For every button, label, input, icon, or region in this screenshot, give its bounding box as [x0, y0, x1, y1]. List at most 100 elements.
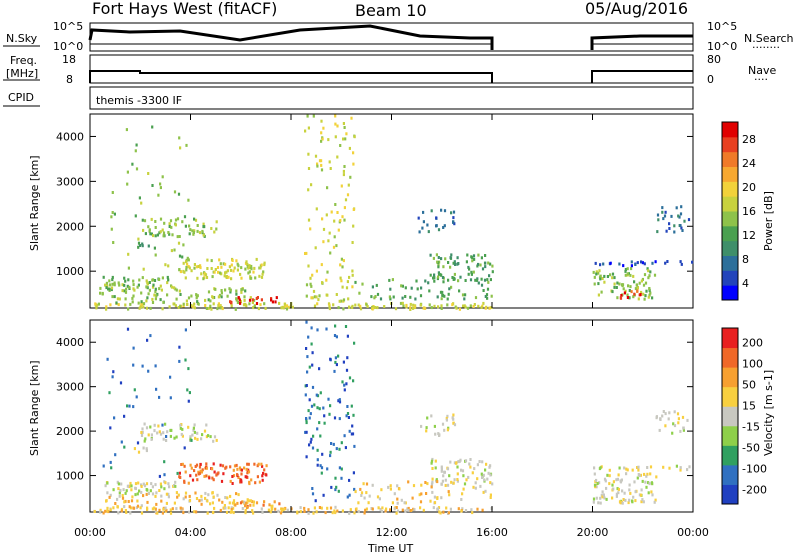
data-cell [370, 295, 373, 299]
data-cell [158, 395, 161, 399]
data-cell [212, 462, 215, 466]
data-cell [145, 492, 148, 496]
data-cell [196, 478, 199, 482]
data-cell [237, 264, 240, 268]
data-cell [637, 297, 640, 301]
data-cell [310, 342, 313, 346]
data-cell [596, 482, 599, 485]
data-cell [409, 308, 412, 311]
data-cell [184, 224, 187, 228]
data-cell [399, 301, 403, 305]
data-cell [192, 428, 195, 432]
data-cell [229, 268, 233, 272]
data-cell [645, 485, 648, 489]
data-cell [441, 422, 445, 426]
data-cell [346, 193, 350, 197]
data-cell [222, 472, 225, 476]
data-cell [340, 184, 343, 188]
data-cell [447, 490, 450, 494]
data-cell [147, 369, 150, 373]
data-cell [151, 285, 155, 289]
data-cell [488, 306, 491, 310]
data-cell [184, 328, 187, 332]
data-cell [632, 295, 635, 299]
data-cell [253, 266, 256, 270]
data-cell [640, 500, 643, 504]
data-cell [131, 495, 134, 499]
data-cell [170, 428, 173, 432]
data-cell [179, 270, 182, 274]
data-cell [231, 259, 234, 262]
data-cell [420, 424, 423, 428]
data-cell [407, 506, 410, 510]
data-cell [648, 287, 651, 291]
data-cell [132, 506, 135, 510]
data-cell [215, 227, 218, 231]
data-cell [446, 467, 450, 471]
data-cell [437, 275, 440, 279]
data-cell [425, 426, 428, 430]
data-cell [603, 477, 607, 481]
colorbar-tick-label: 12 [742, 229, 756, 242]
data-cell [211, 501, 214, 505]
data-cell [263, 263, 266, 267]
data-cell [116, 480, 119, 484]
data-cell [224, 288, 227, 292]
data-cell [608, 474, 611, 478]
data-cell [433, 495, 436, 499]
data-cell [335, 335, 338, 339]
data-cell [318, 421, 321, 425]
data-cell [243, 298, 246, 302]
data-cell [138, 196, 141, 200]
data-cell [385, 507, 388, 511]
data-cell [238, 466, 242, 470]
data-cell [322, 227, 326, 231]
data-cell [235, 289, 238, 293]
data-cell [274, 507, 277, 511]
data-cell [433, 501, 437, 505]
data-cell [173, 436, 176, 440]
data-cell [269, 510, 272, 514]
data-cell [108, 391, 111, 395]
data-cell [453, 222, 456, 226]
data-cell [343, 126, 346, 129]
data-cell [178, 254, 182, 258]
data-cell [286, 508, 289, 512]
data-cell [158, 489, 161, 492]
data-cell [237, 493, 240, 497]
data-cell [662, 410, 665, 413]
data-cell [163, 480, 166, 484]
data-cell [109, 493, 112, 497]
data-cell [185, 265, 188, 269]
data-cell [452, 220, 455, 224]
data-cell [168, 222, 171, 226]
colorbar-frame [721, 327, 739, 505]
data-cell [204, 496, 207, 500]
data-cell [476, 277, 479, 281]
data-cell [634, 490, 637, 494]
data-cell [311, 385, 315, 389]
data-cell [453, 461, 456, 465]
data-cell [489, 496, 492, 499]
data-cell [634, 287, 637, 291]
data-cell [328, 307, 331, 311]
data-cell [476, 477, 479, 481]
data-cell [117, 303, 120, 307]
data-cell [624, 498, 627, 502]
data-cell [619, 480, 623, 484]
data-cell [316, 458, 319, 462]
data-cell [205, 466, 208, 470]
data-cell [165, 439, 168, 442]
data-cell [196, 300, 199, 304]
data-cell [401, 301, 404, 305]
data-cell [317, 298, 320, 302]
data-cell [456, 478, 459, 481]
data-cell [207, 290, 211, 294]
data-cell [424, 279, 427, 283]
data-cell [315, 510, 318, 514]
data-cell [398, 487, 401, 491]
data-cell [154, 494, 157, 498]
data-cell [475, 278, 479, 282]
data-cell [280, 507, 283, 511]
data-cell [333, 235, 336, 239]
